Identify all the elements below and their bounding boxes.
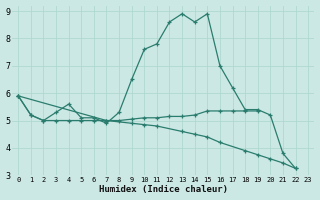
X-axis label: Humidex (Indice chaleur): Humidex (Indice chaleur) bbox=[99, 185, 228, 194]
